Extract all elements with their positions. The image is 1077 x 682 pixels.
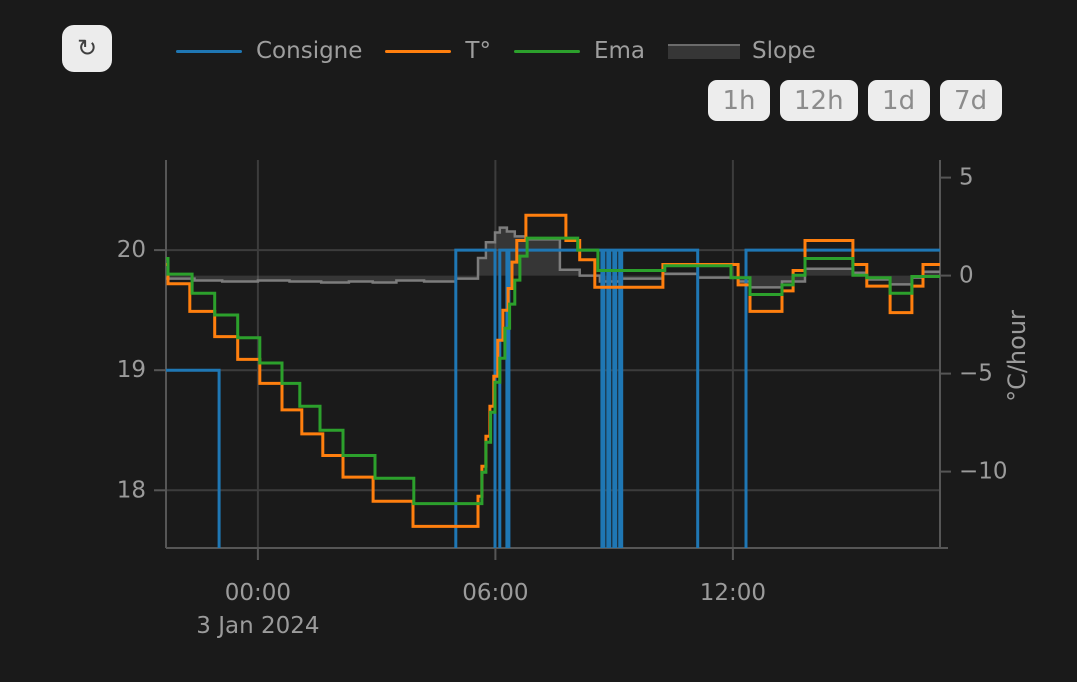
t-series-line [166, 213, 940, 528]
temperature-line-swatch [385, 49, 452, 53]
range-button-1d[interactable]: 1d [867, 80, 930, 121]
axis-lines [154, 160, 951, 560]
refresh-button[interactable]: ↻ [62, 25, 112, 72]
axis-tick-labels: 18 19 20 5 0 −5 −10 00:00 3 Jan 2024 06:00 12:00 °C… [117, 165, 1031, 639]
svg-text:3 Jan 2024: 3 Jan 2024 [196, 613, 319, 639]
svg-text:0: 0 [959, 263, 974, 289]
legend-label: Slope [752, 38, 816, 64]
svg-text:00:00: 00:00 [225, 580, 291, 606]
slope-area-fill [166, 227, 940, 288]
ema-line-swatch [513, 49, 580, 53]
consigne-line-swatch [176, 49, 242, 53]
legend-label: Ema [593, 38, 646, 64]
svg-text:20: 20 [117, 237, 146, 263]
range-button-7d[interactable]: 7d [939, 80, 1002, 121]
legend-item-ema[interactable]: Ema [513, 38, 646, 64]
legend-item-temperature[interactable]: T° [385, 38, 491, 64]
svg-text:18: 18 [117, 477, 146, 503]
gridlines [166, 160, 940, 548]
slope-area-swatch [668, 43, 741, 59]
svg-text:12:00: 12:00 [700, 580, 766, 606]
chart-legend: Consigne T° Ema Slope [176, 38, 816, 64]
svg-text:−10: −10 [959, 459, 1008, 485]
ema-series-line [166, 236, 940, 506]
legend-label: Consigne [256, 38, 363, 64]
legend-item-slope[interactable]: Slope [668, 38, 816, 64]
range-button-1h[interactable]: 1h [708, 80, 770, 121]
svg-text:−5: −5 [959, 361, 993, 387]
slope-series-line [166, 226, 940, 289]
consigne-series-line [166, 248, 940, 548]
legend-label: T° [465, 38, 491, 64]
svg-text:5: 5 [959, 165, 974, 191]
range-buttons: 1h 12h 1d 7d [708, 80, 1002, 121]
legend-item-consigne[interactable]: Consigne [176, 38, 362, 64]
svg-text:06:00: 06:00 [462, 580, 528, 606]
right-axis-title: °C/hour [1003, 310, 1031, 402]
refresh-icon: ↻ [76, 34, 98, 62]
svg-text:19: 19 [117, 357, 146, 383]
range-button-12h[interactable]: 12h [780, 80, 858, 121]
